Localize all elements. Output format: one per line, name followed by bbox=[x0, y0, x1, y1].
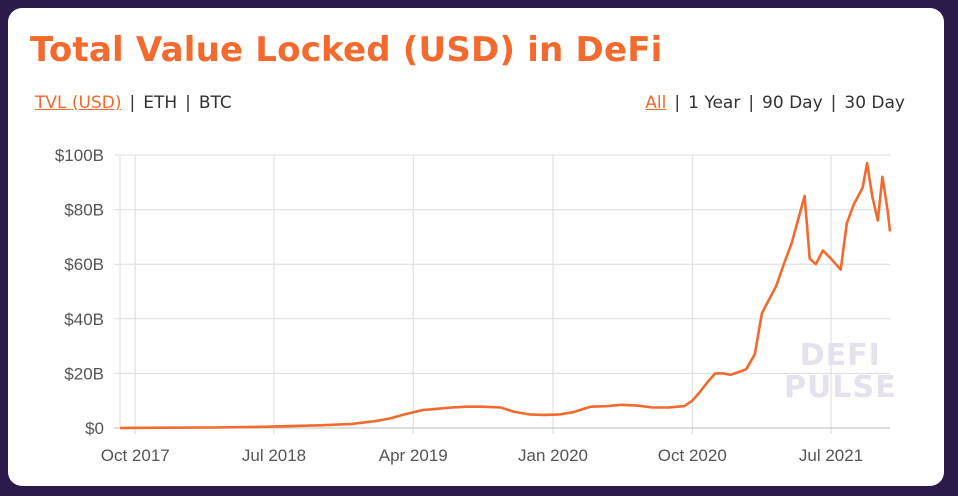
tab-btc[interactable]: BTC bbox=[198, 93, 232, 113]
range-1-year[interactable]: 1 Year bbox=[688, 93, 741, 113]
x-tick-label: Jul 2018 bbox=[242, 446, 306, 465]
watermark-line1: DEFI bbox=[799, 338, 881, 373]
tab-eth[interactable]: ETH bbox=[143, 93, 178, 113]
separator: | bbox=[674, 93, 681, 113]
y-tick-label: $0 bbox=[85, 419, 104, 438]
range-30-day[interactable]: 30 Day bbox=[844, 93, 905, 113]
x-tick-label: Oct 2017 bbox=[101, 446, 170, 465]
y-tick-label: $60B bbox=[64, 255, 104, 274]
defi-pulse-watermark: DEFI PULSE bbox=[784, 340, 897, 404]
separator: | bbox=[129, 93, 136, 113]
x-tick-label: Oct 2020 bbox=[658, 446, 727, 465]
separator: | bbox=[748, 93, 755, 113]
tab-tvl-usd[interactable]: TVL (USD) bbox=[35, 93, 122, 113]
range-all[interactable]: All bbox=[645, 93, 667, 113]
y-tick-label: $80B bbox=[64, 201, 104, 220]
range-tabs: All | 1 Year | 90 Day | 30 Day bbox=[645, 93, 905, 113]
range-90-day[interactable]: 90 Day bbox=[762, 93, 823, 113]
y-tick-label: $100B bbox=[55, 146, 104, 165]
x-tick-label: Jul 2021 bbox=[799, 446, 863, 465]
chart-title: Total Value Locked (USD) in DeFi bbox=[30, 30, 663, 70]
tvl-series-line bbox=[119, 161, 892, 430]
x-axis-labels: Oct 2017 Jul 2018 Apr 2019 Jan 2020 Oct 2020… bbox=[101, 446, 863, 465]
vertical-gridlines bbox=[119, 155, 832, 434]
watermark-line2: PULSE bbox=[784, 370, 897, 405]
x-tick-label: Jan 2020 bbox=[518, 446, 588, 465]
x-tick-label: Apr 2019 bbox=[379, 446, 448, 465]
y-tick-label: $40B bbox=[64, 310, 104, 329]
separator: | bbox=[185, 93, 191, 113]
y-tick-label: $20B bbox=[64, 364, 104, 383]
separator: | bbox=[830, 93, 837, 113]
metric-tabs: TVL (USD) | ETH | BTC bbox=[35, 93, 232, 113]
y-axis-labels: $0 $20B $40B $60B $80B $100B bbox=[55, 146, 104, 438]
